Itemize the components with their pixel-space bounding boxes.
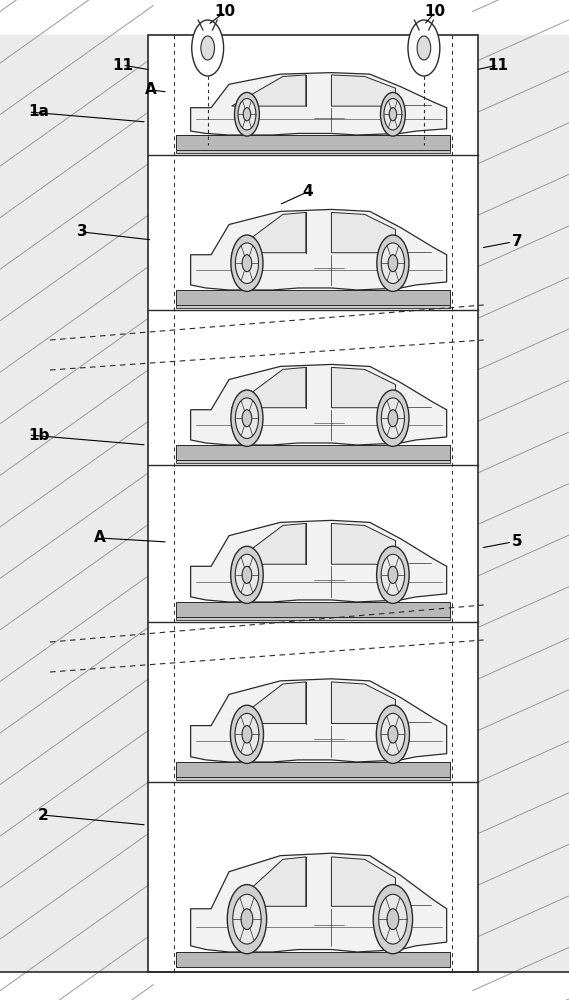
Circle shape xyxy=(227,885,267,954)
Polygon shape xyxy=(232,523,306,564)
Polygon shape xyxy=(331,523,395,564)
Circle shape xyxy=(242,410,251,427)
Circle shape xyxy=(381,92,405,136)
Circle shape xyxy=(243,108,251,121)
Circle shape xyxy=(376,705,410,763)
Circle shape xyxy=(373,885,413,954)
Bar xyxy=(472,35,569,972)
Polygon shape xyxy=(331,212,395,253)
Circle shape xyxy=(235,554,259,595)
Polygon shape xyxy=(331,682,395,724)
Polygon shape xyxy=(331,367,395,408)
Polygon shape xyxy=(191,679,447,762)
Polygon shape xyxy=(331,75,395,106)
Circle shape xyxy=(408,20,440,76)
Polygon shape xyxy=(191,209,447,290)
Text: 4: 4 xyxy=(302,184,312,200)
Polygon shape xyxy=(191,364,447,445)
Circle shape xyxy=(242,726,252,743)
Polygon shape xyxy=(232,857,306,906)
Circle shape xyxy=(379,894,407,944)
Bar xyxy=(176,453,450,463)
Polygon shape xyxy=(232,682,306,724)
Circle shape xyxy=(231,235,263,291)
Circle shape xyxy=(230,705,263,763)
Text: 10: 10 xyxy=(424,4,446,19)
Circle shape xyxy=(384,99,402,130)
Polygon shape xyxy=(331,857,395,906)
Polygon shape xyxy=(232,212,306,253)
Text: 2: 2 xyxy=(38,808,48,822)
Bar xyxy=(176,445,450,460)
Text: A: A xyxy=(94,530,105,546)
Circle shape xyxy=(230,546,263,603)
Text: 11: 11 xyxy=(488,57,508,73)
Polygon shape xyxy=(191,853,447,952)
Circle shape xyxy=(233,894,261,944)
Polygon shape xyxy=(232,75,306,106)
Text: 10: 10 xyxy=(214,4,236,19)
Bar xyxy=(176,770,450,780)
Bar xyxy=(176,762,450,777)
Text: 1a: 1a xyxy=(28,104,50,119)
Circle shape xyxy=(381,713,405,755)
Circle shape xyxy=(388,255,398,272)
Circle shape xyxy=(388,726,398,743)
Bar xyxy=(0,35,154,972)
Text: A: A xyxy=(145,83,156,98)
Bar xyxy=(176,952,450,967)
Circle shape xyxy=(241,909,253,930)
Bar xyxy=(176,135,450,150)
Circle shape xyxy=(381,554,405,595)
Circle shape xyxy=(381,398,405,439)
Circle shape xyxy=(377,235,409,291)
Circle shape xyxy=(234,92,259,136)
Polygon shape xyxy=(232,367,306,408)
Bar xyxy=(176,610,450,620)
Circle shape xyxy=(242,255,251,272)
Bar xyxy=(176,602,450,617)
Bar xyxy=(176,298,450,308)
Text: 1b: 1b xyxy=(28,428,50,442)
Circle shape xyxy=(417,36,431,60)
Polygon shape xyxy=(191,520,447,602)
Circle shape xyxy=(235,713,259,755)
Circle shape xyxy=(388,566,398,583)
Text: 3: 3 xyxy=(77,225,88,239)
Text: 5: 5 xyxy=(512,534,523,550)
Bar xyxy=(148,35,478,972)
Text: 11: 11 xyxy=(112,57,133,73)
Bar xyxy=(176,143,450,153)
Circle shape xyxy=(381,243,405,284)
Circle shape xyxy=(236,243,258,284)
Text: 7: 7 xyxy=(512,234,523,249)
Circle shape xyxy=(387,909,399,930)
Circle shape xyxy=(236,398,258,439)
Circle shape xyxy=(231,390,263,446)
Circle shape xyxy=(389,108,397,121)
Circle shape xyxy=(242,566,252,583)
Circle shape xyxy=(377,546,409,603)
Circle shape xyxy=(201,36,215,60)
Polygon shape xyxy=(191,73,447,135)
Circle shape xyxy=(238,99,256,130)
Circle shape xyxy=(377,390,409,446)
Circle shape xyxy=(192,20,224,76)
Circle shape xyxy=(388,410,398,427)
Bar xyxy=(176,290,450,305)
